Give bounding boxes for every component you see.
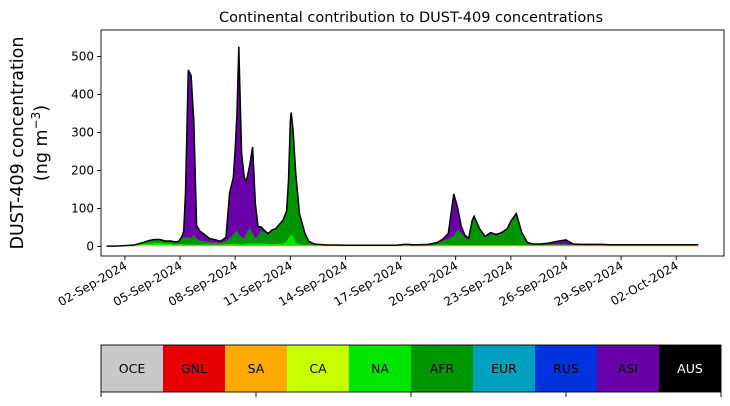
series-area-asi: [107, 47, 699, 246]
y-axis-label-line1: DUST-409 concentration: [8, 37, 28, 250]
legend-label-eur: EUR: [491, 361, 517, 376]
y-tick-label-100: 100: [71, 202, 94, 216]
y-tick-label-400: 400: [71, 88, 94, 102]
legend-bar: OCE GNL SA CA NA AFR EUR RUS ASI AUS: [101, 345, 721, 397]
legend-label-oce: OCE: [119, 361, 146, 376]
y-tick-label-500: 500: [71, 50, 94, 64]
y-tick-label-200: 200: [71, 164, 94, 178]
legend-label-aus: AUS: [677, 361, 703, 376]
legend-label-gnl: GNL: [181, 361, 207, 376]
y-axis-label-line2: (ng m−3): [29, 105, 52, 181]
y-tick-label-0: 0: [86, 240, 94, 254]
legend-label-ca: CA: [309, 361, 327, 376]
y-axis-label-unit-exponent: −3: [29, 112, 43, 130]
area-layers: [107, 47, 699, 247]
legend-label-afr: AFR: [430, 361, 455, 376]
legend-label-na: NA: [371, 361, 389, 376]
legend-label-asi: ASI: [618, 361, 638, 376]
y-axis-label-unit-prefix: (ng m: [32, 129, 52, 181]
legend-label-sa: SA: [248, 361, 265, 376]
y-tick-label-300: 300: [71, 126, 94, 140]
legend-label-rus: RUS: [553, 361, 579, 376]
chart-title: Continental contribution to DUST-409 con…: [219, 10, 603, 26]
plot-area: 010020030040050002-Sep-202405-Sep-202408…: [56, 30, 724, 309]
y-axis-label-unit-suffix: ): [32, 105, 52, 112]
